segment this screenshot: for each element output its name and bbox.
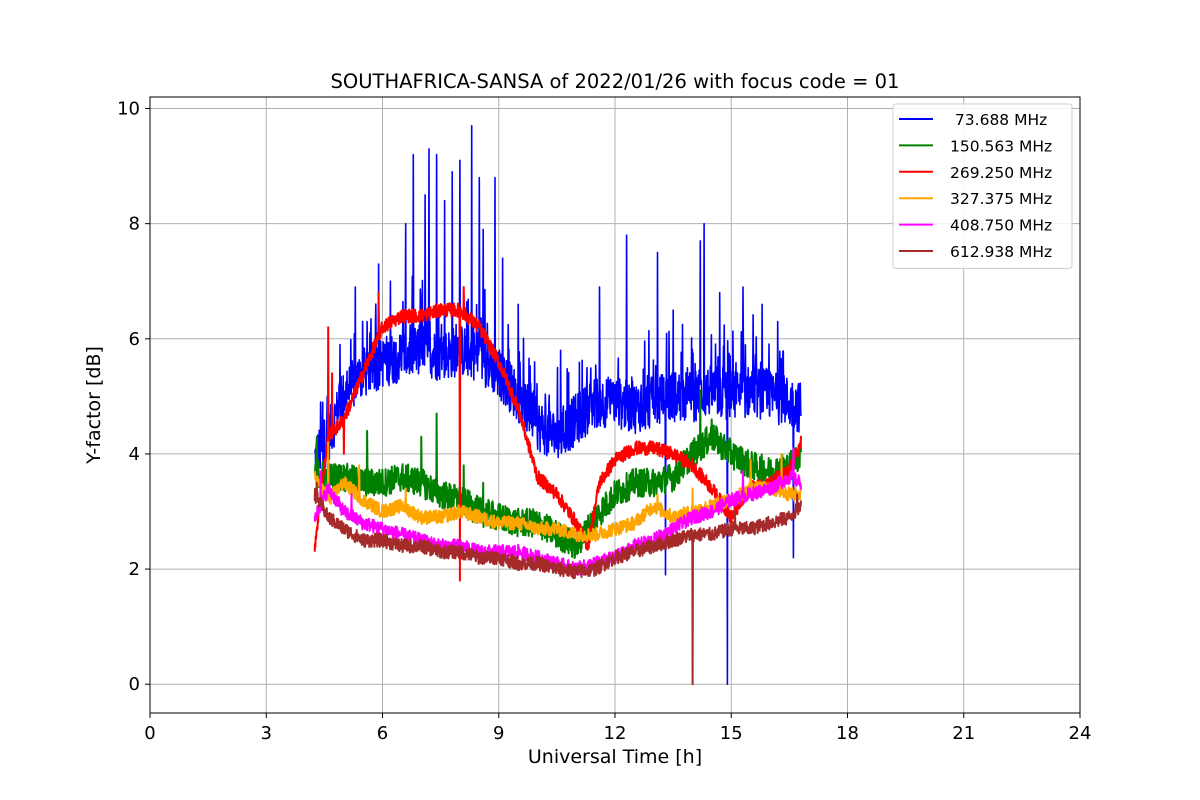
series-line (313, 389, 802, 559)
x-tick-label: 0 (144, 723, 155, 744)
x-tick-label: 9 (493, 723, 504, 744)
x-tick-label: 21 (952, 723, 975, 744)
legend-entry: 612.938 MHz (950, 243, 1052, 261)
chart-title: SOUTHAFRICA-SANSA of 2022/01/26 with foc… (331, 70, 900, 93)
legend-entry: 269.250 MHz (950, 164, 1052, 182)
series-line (313, 481, 802, 686)
y-tick-label: 8 (129, 214, 140, 235)
legend-entry: 150.563 MHz (950, 137, 1052, 155)
x-tick-label: 15 (720, 723, 743, 744)
y-axis-label: Y-factor [dB] (83, 346, 105, 465)
legend-entry: 73.688 MHz (950, 111, 1047, 129)
y-tick-label: 6 (129, 329, 140, 350)
x-tick-label: 24 (1069, 723, 1092, 744)
x-tick-label: 6 (377, 723, 388, 744)
y-tick-label: 4 (129, 444, 140, 465)
x-tick-label: 12 (604, 723, 627, 744)
legend-entry: 327.375 MHz (950, 190, 1052, 208)
series-line (314, 125, 802, 685)
plot-area (313, 125, 802, 686)
x-tick-label: 3 (261, 723, 272, 744)
y-tick-label: 10 (117, 99, 140, 120)
y-tick-label: 0 (129, 674, 140, 695)
legend-box (892, 103, 1073, 269)
x-axis-label: Universal Time [h] (528, 746, 702, 768)
legend-entry: 408.750 MHz (950, 217, 1052, 235)
x-axis-ticks: 0 3 6 9 12 15 18 21 24 (144, 713, 1091, 744)
x-tick-label: 18 (836, 723, 859, 744)
y-tick-label: 2 (129, 559, 140, 580)
series-lines (313, 125, 802, 686)
legend: 73.688 MHz 150.563 MHz 269.250 MHz 327.375 … (892, 103, 1073, 269)
y-axis-ticks: 0 2 4 6 8 10 (117, 99, 150, 695)
